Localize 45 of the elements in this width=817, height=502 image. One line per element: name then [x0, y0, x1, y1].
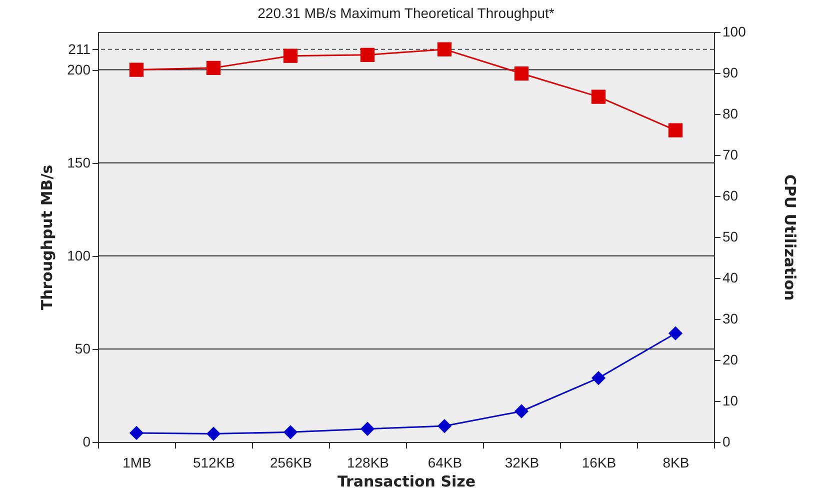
point	[206, 426, 221, 441]
x-axis-title: Transaction Size	[337, 472, 476, 490]
point	[129, 426, 144, 440]
y-axis-title: Throughput MB/s	[38, 164, 56, 310]
y2-tick-label: 20	[722, 352, 738, 368]
y2-tick-label: 0	[722, 434, 730, 450]
point	[206, 60, 221, 76]
x-tick-label: 32KB	[504, 454, 540, 470]
x-tick-label: 16KB	[582, 454, 616, 470]
x-tick-label: 512KB	[192, 454, 236, 470]
point	[360, 48, 375, 62]
y-tick-label: 200	[67, 61, 91, 78]
y2-tick-label: 90	[722, 64, 738, 80]
point	[129, 62, 144, 77]
y-tick-label: 0	[82, 434, 91, 450]
point	[283, 48, 298, 63]
y2-tick-label: 80	[722, 106, 738, 122]
y2-tick-label: 70	[722, 146, 738, 162]
x-tick-label: 128KB	[346, 454, 390, 470]
y2-tick-label: 50	[722, 228, 738, 244]
point	[514, 66, 529, 81]
y2-tick-label: 100	[722, 24, 746, 40]
y2-tick-label: 60	[722, 188, 738, 204]
chart-title: 220.31 MB/s Maximum Theoretical Throughput*	[258, 5, 555, 21]
y-tick-label: 100	[67, 247, 91, 264]
point	[360, 422, 375, 436]
point	[668, 326, 683, 340]
y-tick-label: 211	[68, 40, 91, 57]
point	[591, 370, 606, 386]
point	[437, 42, 452, 56]
y2-tick-label: 10	[722, 392, 738, 408]
point	[668, 123, 683, 138]
y2-tick-label: 30	[722, 310, 738, 326]
y-tick-label: 150	[67, 154, 91, 170]
point	[591, 90, 606, 104]
y2-axis-title: CPU Utilization	[780, 174, 799, 301]
y2-tick-label: 40	[722, 270, 738, 286]
point	[283, 425, 298, 440]
x-tick-label: 256KB	[270, 454, 312, 470]
x-tick-label: 64KB	[428, 454, 462, 470]
point	[437, 418, 452, 434]
point	[514, 404, 529, 418]
y-tick-label: 50	[74, 340, 91, 356]
x-tick-label: 1MB	[122, 454, 152, 470]
x-tick-label: 8KB	[662, 454, 690, 470]
